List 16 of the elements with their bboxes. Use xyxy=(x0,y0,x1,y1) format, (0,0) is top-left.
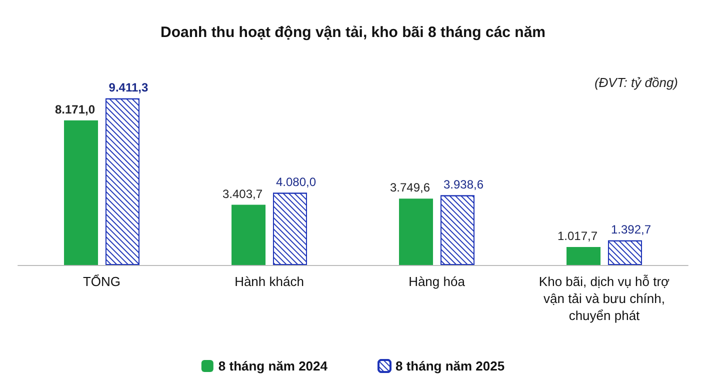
data-label: 1.017,7 xyxy=(557,228,598,243)
data-label: 3.403,7 xyxy=(222,186,263,201)
data-label: 4.080,0 xyxy=(276,174,316,189)
chart-title: Doanh thu hoạt động vận tải, kho bãi 8 tháng các năm xyxy=(160,24,546,41)
x-tick-label: Kho bãi, dịch vụ hỗ trợ vận tải và bưu chính, chuyển phát xyxy=(538,274,670,323)
text: (ĐVT: tỷ đồng) xyxy=(594,75,678,90)
x-tick-label: TỔNG xyxy=(82,274,121,289)
data-label: 9.411,3 xyxy=(108,80,149,94)
data-label: 1.392,7 xyxy=(610,222,652,236)
legend-label: 8 tháng năm 2024 xyxy=(218,358,328,374)
data-label: 8.171,0 xyxy=(54,102,96,116)
data-label: 3.749,6 xyxy=(390,180,430,195)
x-tick-label: Hành khách xyxy=(234,274,304,289)
legend-label: 8 tháng năm 2025 xyxy=(396,358,505,374)
x-tick-label: Hàng hóa xyxy=(408,274,466,289)
data-label: 3.938,6 xyxy=(443,177,484,192)
